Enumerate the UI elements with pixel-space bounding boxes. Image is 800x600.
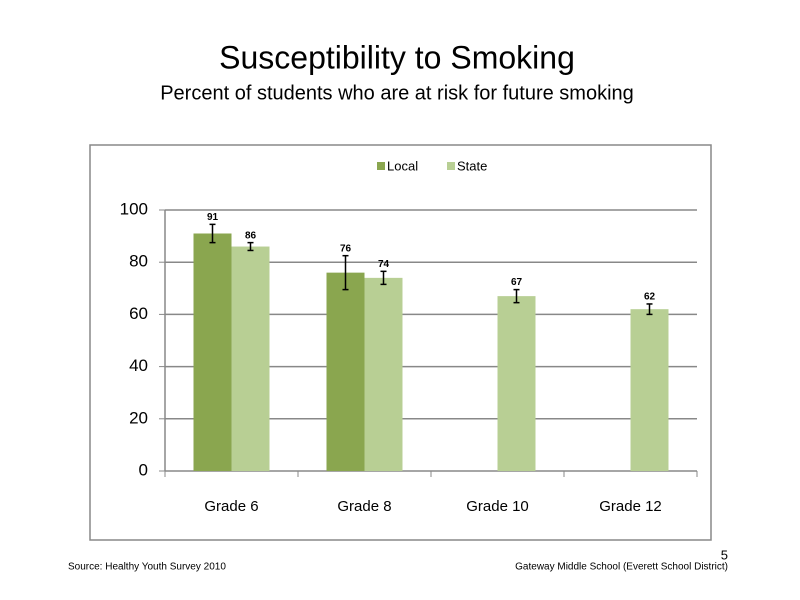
x-tick-label: Grade 10 (466, 498, 529, 515)
y-tick-label: 20 (129, 408, 148, 427)
x-tick-label: Grade 12 (599, 498, 662, 515)
x-tick-label: Grade 8 (337, 498, 391, 515)
page-number: 5 (721, 547, 728, 562)
bar (497, 296, 536, 471)
chart-title: Susceptibility to Smoking (219, 39, 575, 75)
source: Source: Healthy Youth Survey 2010 (68, 562, 226, 573)
y-tick-label: 60 (129, 304, 148, 323)
value-label: 74 (378, 259, 390, 270)
bar (364, 277, 403, 471)
legend-label: State (457, 158, 487, 173)
x-tick-label: Grade 6 (204, 498, 258, 515)
y-tick-label: 0 (139, 460, 148, 479)
y-tick-label: 100 (120, 199, 148, 218)
footer: Gateway Middle School (Everett School Di… (515, 562, 728, 573)
value-label: 91 (207, 212, 219, 223)
y-tick-label: 80 (129, 252, 148, 271)
value-label: 62 (644, 292, 656, 303)
value-label: 76 (340, 243, 352, 254)
bar (193, 233, 232, 471)
value-label: 86 (245, 230, 257, 241)
legend-swatch (377, 162, 385, 170)
legend-swatch (447, 162, 455, 170)
legend-label: Local (387, 158, 418, 173)
bar (231, 246, 270, 471)
bar (326, 272, 365, 471)
chart-frame (89, 144, 712, 541)
value-label: 67 (511, 277, 523, 288)
bar (630, 309, 669, 471)
chart-subtitle: Percent of students who are at risk for … (160, 82, 634, 104)
y-tick-label: 40 (129, 356, 148, 375)
